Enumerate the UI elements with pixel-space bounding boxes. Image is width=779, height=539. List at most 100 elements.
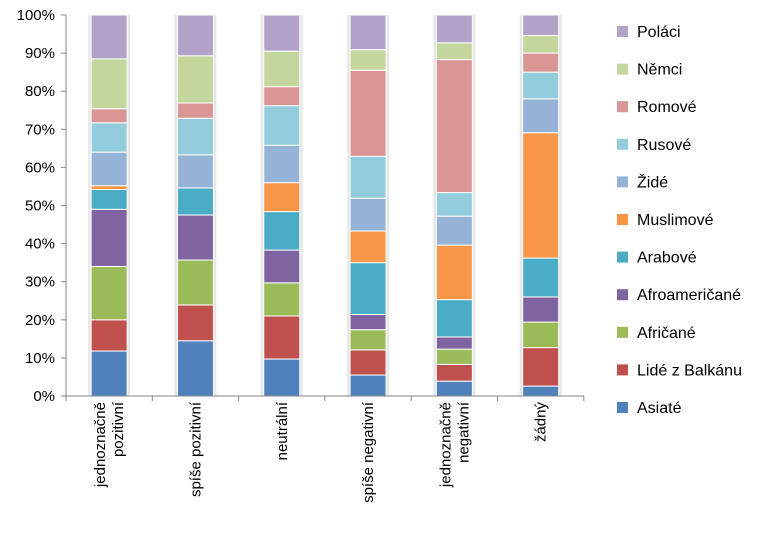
legend-swatch: [617, 26, 628, 37]
bar-segment: [435, 336, 473, 350]
bar-segment: [90, 108, 128, 124]
bar-segment: [263, 86, 301, 107]
bar-segment: [349, 230, 387, 264]
bar-segment: [349, 374, 387, 397]
bar-segment: [90, 185, 128, 190]
bar-segment: [176, 55, 214, 104]
y-tick-label: 60%: [25, 159, 55, 176]
legend-label: Lidé z Balkánu: [637, 362, 742, 379]
bar-segment: [90, 58, 128, 110]
bar-segment: [176, 340, 214, 397]
bar-segment: [176, 102, 214, 119]
y-tick-label: 10%: [25, 350, 55, 367]
bar-segment: [435, 192, 473, 217]
legend-item: Němci: [617, 62, 682, 79]
bar-segment: [90, 350, 128, 397]
bar-segment: [176, 259, 214, 306]
bars: [88, 14, 562, 397]
bar-segment: [435, 59, 473, 194]
bar-segment: [349, 69, 387, 157]
legend-label: Romové: [637, 99, 697, 116]
y-tick-label: 20%: [25, 312, 55, 329]
legend-swatch: [617, 176, 628, 188]
bar-segment: [263, 182, 301, 213]
legend-item: Poláci: [617, 24, 681, 41]
bar-segment: [435, 299, 473, 338]
y-tick-label: 40%: [25, 236, 55, 253]
bar-segment: [349, 329, 387, 351]
y-axis-tick-labels: 0% 10% 20% 30% 40% 50% 60% 70% 80% 90% 100%: [17, 7, 55, 405]
bar-segment: [435, 348, 473, 365]
legend-label: Arabové: [637, 250, 697, 267]
y-tick-label: 0%: [33, 388, 55, 405]
bar-segment: [435, 363, 473, 382]
bar-segment: [90, 151, 128, 187]
category-labels: jednoznačněpozitivní spíše pozitivní neutr…: [92, 401, 550, 503]
legend-label: Poláci: [637, 24, 681, 41]
legend-item: Afroameričané: [617, 287, 741, 304]
legend-item: Asiaté: [617, 400, 682, 417]
bar-segment: [435, 215, 473, 246]
bar-segment: [176, 14, 214, 57]
bar-segment: [90, 188, 128, 210]
bar-segment: [349, 14, 387, 51]
legend-swatch: [617, 364, 628, 376]
bar-segment: [522, 347, 560, 387]
bar-segment: [435, 42, 473, 61]
legend-item: Židé: [617, 172, 668, 191]
bar-segment: [176, 304, 214, 342]
bar-segment: [349, 313, 387, 331]
bar-segment: [522, 132, 560, 259]
bar-segment: [522, 98, 560, 134]
category-label: jednoznačněnegativní: [437, 401, 472, 488]
legend-swatch: [617, 289, 628, 301]
y-tick-label: 70%: [25, 121, 55, 138]
legend-swatch: [617, 251, 628, 263]
bar-segment: [522, 52, 560, 73]
bar-segment: [176, 214, 214, 261]
category-label: spíše negativní: [360, 401, 377, 503]
legend-item: Afričané: [617, 325, 696, 342]
bar-segment: [522, 14, 560, 37]
bar-segment: [90, 14, 128, 60]
legend-swatch: [617, 326, 628, 338]
bar-segment: [522, 321, 560, 349]
bar-segment: [522, 296, 560, 323]
bar-segment: [263, 282, 301, 317]
bar-segment: [176, 154, 214, 189]
bar-segment: [176, 117, 214, 156]
bar-segment: [349, 155, 387, 199]
x-axis-tick-marks: [61, 14, 585, 401]
bar-segment: [90, 265, 128, 321]
bar-segment: [522, 385, 560, 397]
legend-item: Rusové: [617, 137, 691, 154]
bar-segment: [263, 315, 301, 360]
legend-label: Rusové: [637, 137, 691, 154]
legend-label: Židé: [637, 172, 668, 191]
legend-label: Muslimové: [637, 212, 714, 229]
legend-swatch: [617, 138, 628, 150]
bar-segment: [90, 319, 128, 352]
bar-segment: [435, 380, 473, 397]
legend-item: Arabové: [617, 250, 697, 267]
bar-segment: [349, 49, 387, 71]
bar-segment: [522, 35, 560, 54]
legend: Poláci Němci Romové Rusové Židé Muslimové Arab…: [617, 24, 742, 417]
bar-segment: [349, 197, 387, 232]
category-label: neutrální: [274, 401, 291, 460]
bar-segment: [263, 249, 301, 284]
legend-swatch: [617, 101, 628, 113]
legend-swatch: [617, 402, 628, 413]
legend-item: Romové: [617, 99, 697, 116]
bar-segment: [349, 262, 387, 315]
bar-segment: [435, 14, 473, 44]
legend-label: Němci: [637, 62, 682, 79]
bar-segment: [263, 211, 301, 251]
category-label: žádný: [533, 402, 550, 443]
legend-label: Asiaté: [637, 400, 682, 417]
y-tick-label: 30%: [25, 274, 55, 291]
category-label: spíše pozitivní: [187, 401, 204, 497]
bar-segment: [522, 71, 560, 100]
legend-item: Lidé z Balkánu: [617, 362, 742, 379]
bar-segment: [263, 144, 301, 184]
